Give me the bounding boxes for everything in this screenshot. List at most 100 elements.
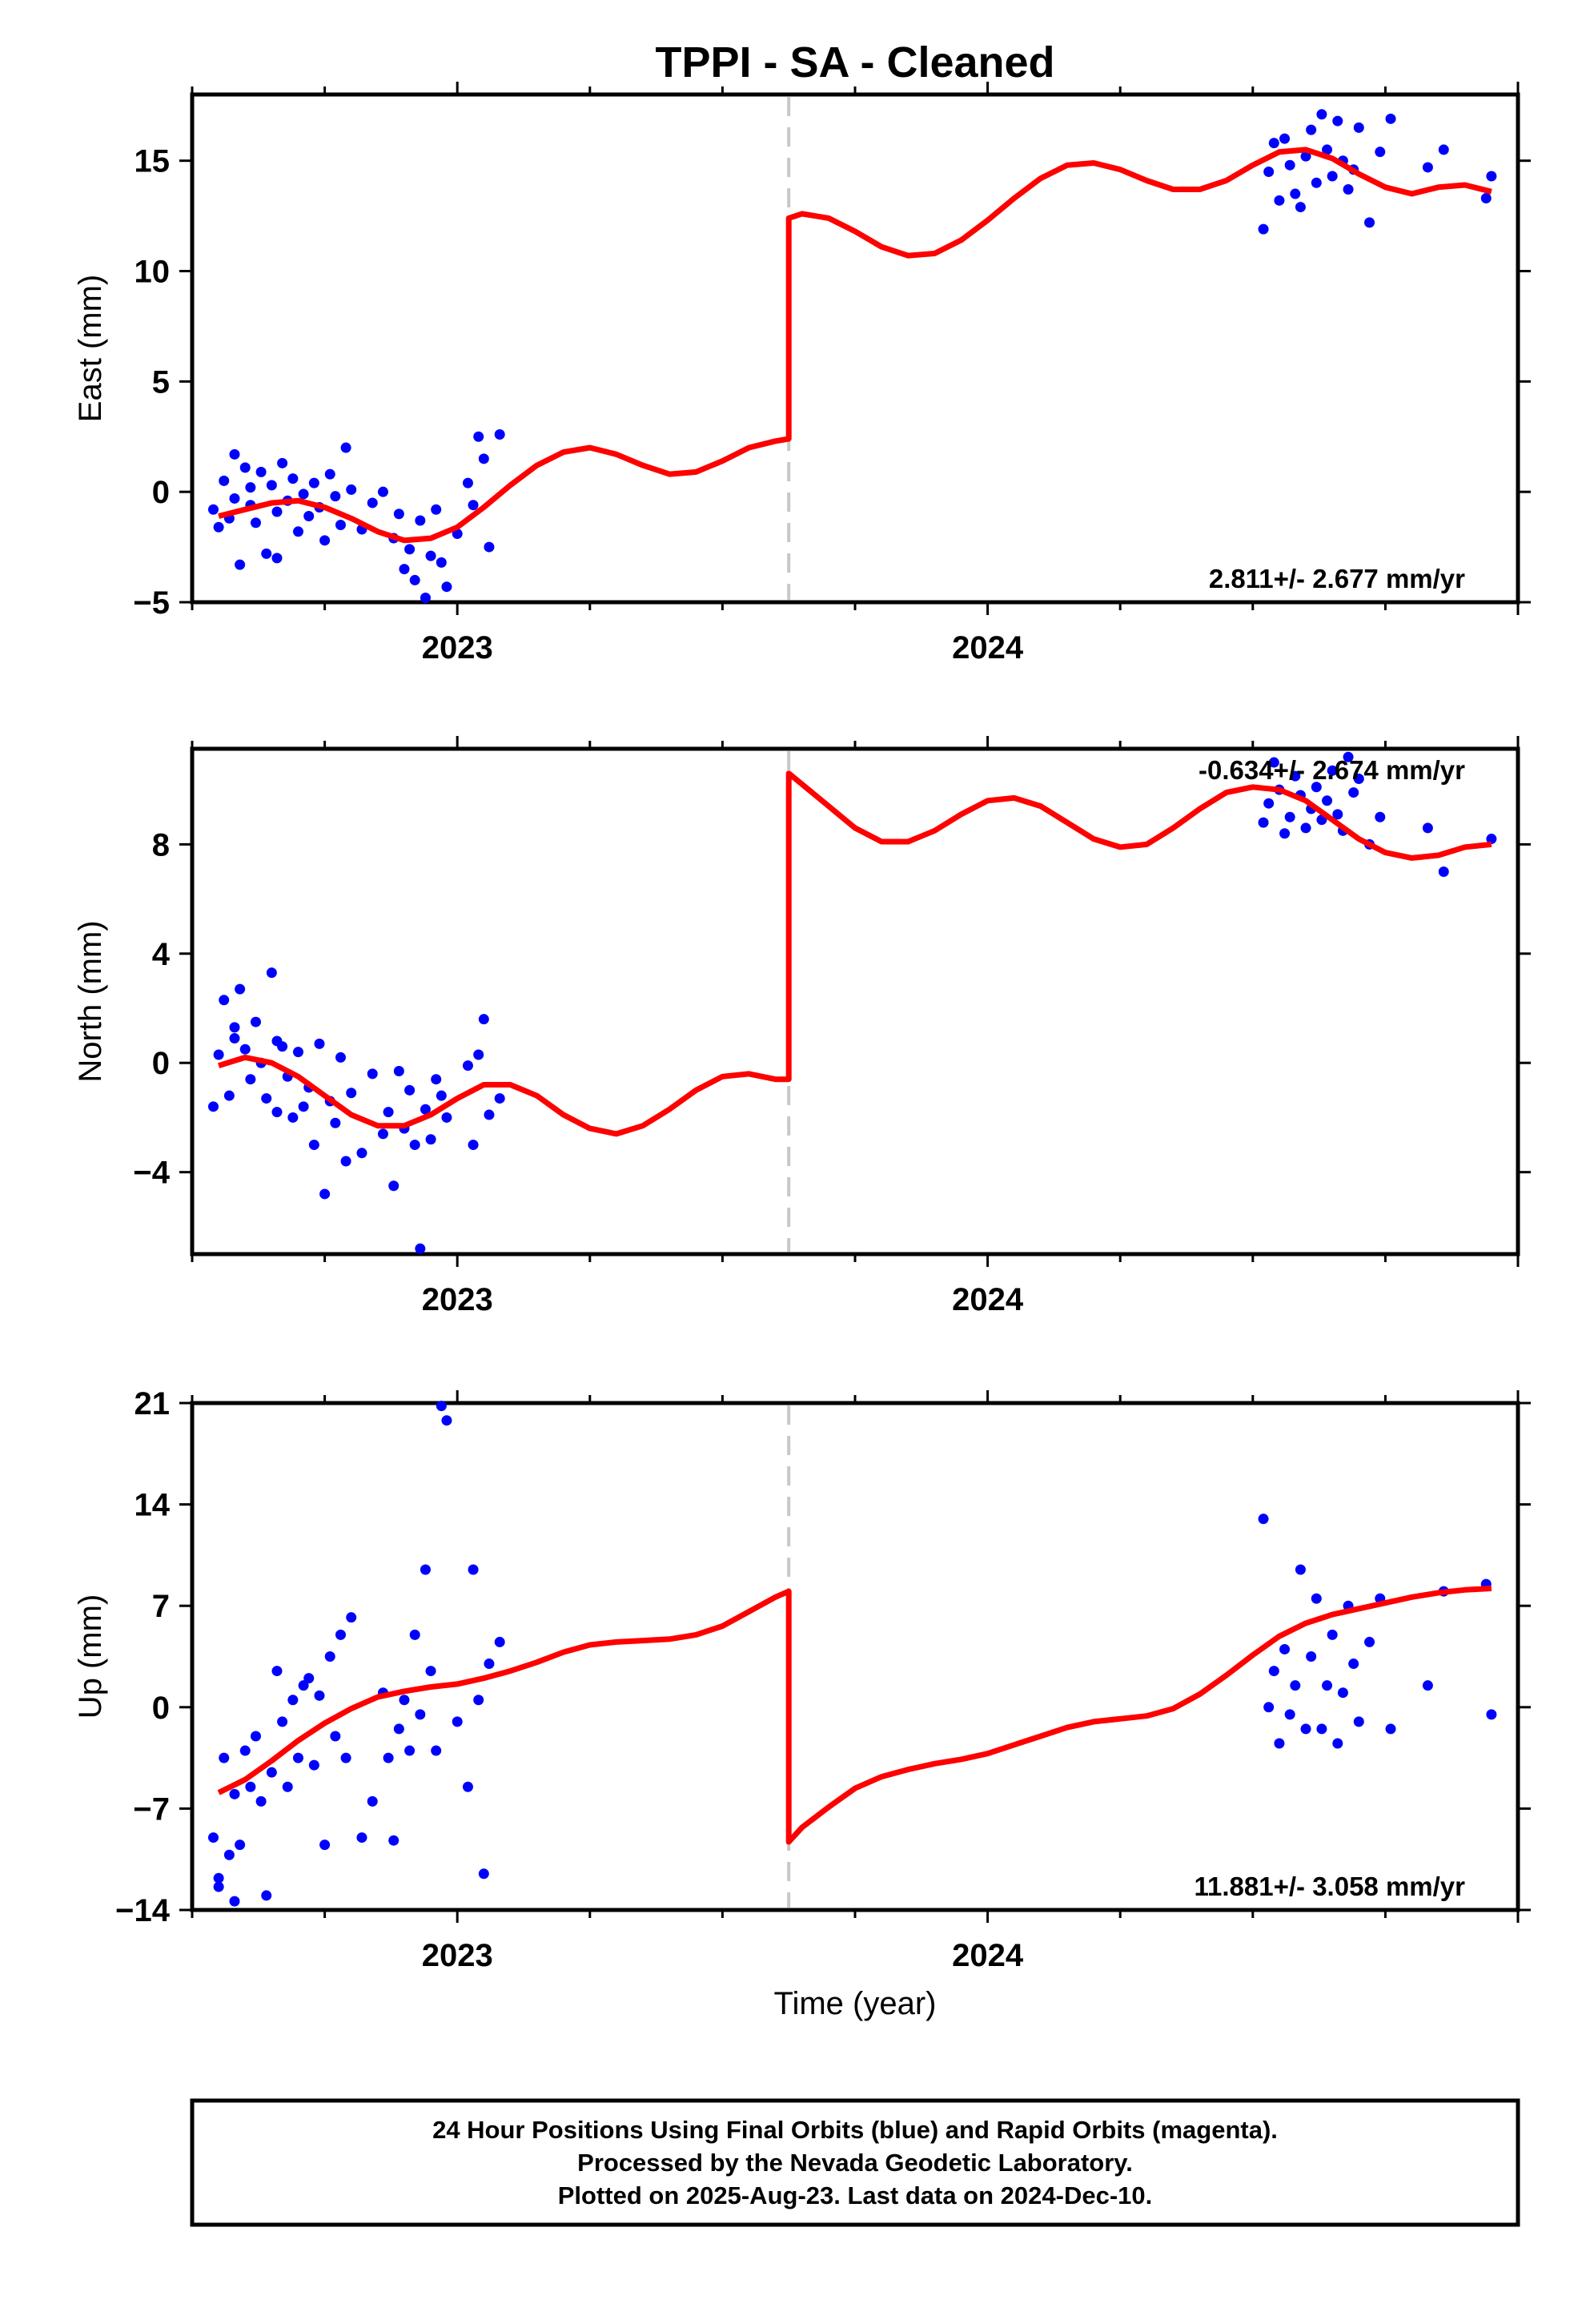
data-point <box>261 1890 272 1901</box>
data-point <box>1258 817 1269 828</box>
data-point <box>308 477 319 489</box>
x-tick-label: 2023 <box>422 630 493 665</box>
data-point <box>282 1781 293 1792</box>
data-point <box>431 1074 442 1085</box>
rate-label: 2.811+/- 2.677 mm/yr <box>1209 564 1465 593</box>
footer-line-2: Processed by the Nevada Geodetic Laborat… <box>577 2149 1133 2177</box>
data-point <box>1311 782 1322 793</box>
data-point <box>1306 1651 1317 1662</box>
data-point <box>425 1666 436 1677</box>
data-point <box>367 1795 378 1807</box>
data-point <box>1438 866 1449 877</box>
data-point <box>1258 223 1269 235</box>
y-tick-label: 8 <box>152 827 170 862</box>
x-tick-label: 2024 <box>952 1938 1024 1973</box>
data-point <box>1274 195 1285 206</box>
data-point <box>255 466 267 477</box>
data-point <box>266 967 277 979</box>
data-point <box>266 1767 277 1778</box>
data-point <box>468 1564 479 1575</box>
data-point <box>462 1060 473 1072</box>
y-tick-label: 15 <box>135 144 171 179</box>
data-point <box>1348 1659 1359 1670</box>
data-point <box>298 1680 309 1691</box>
data-point <box>271 506 283 517</box>
data-point <box>287 1112 299 1123</box>
data-point <box>303 1673 315 1684</box>
data-point <box>1422 822 1433 834</box>
data-point <box>1332 115 1343 127</box>
data-point <box>330 491 341 502</box>
y-axis-label: Up (mm) <box>73 1594 108 1719</box>
data-point <box>292 1752 303 1763</box>
data-point <box>250 517 261 529</box>
data-point <box>420 1104 431 1115</box>
data-point <box>383 1107 394 1118</box>
data-point <box>219 995 230 1006</box>
data-point <box>1486 171 1497 182</box>
data-point <box>409 574 420 585</box>
data-point <box>1311 1593 1322 1604</box>
data-point <box>1322 1680 1333 1691</box>
data-point <box>271 1107 283 1118</box>
data-point <box>494 1636 505 1647</box>
data-point <box>207 1832 219 1844</box>
data-point <box>213 1049 224 1060</box>
y-tick-label: 0 <box>152 1691 170 1726</box>
data-point <box>346 1612 357 1623</box>
data-point <box>1274 1738 1285 1749</box>
data-point <box>1332 809 1343 820</box>
data-point <box>1438 144 1449 155</box>
data-point <box>1279 133 1291 144</box>
data-point <box>219 1752 230 1763</box>
rate-label: -0.634+/- 2.674 mm/yr <box>1199 755 1465 785</box>
footer-line-3: Plotted on 2025-Aug-23. Last data on 202… <box>558 2181 1153 2209</box>
data-point <box>399 564 410 575</box>
data-point <box>431 504 442 515</box>
model-curve <box>218 770 1492 1137</box>
plot-frame <box>190 92 1520 605</box>
data-point <box>441 581 452 593</box>
data-point <box>324 1651 335 1662</box>
data-point <box>277 457 288 468</box>
y-tick-label: −14 <box>115 1893 171 1928</box>
data-point <box>298 489 309 500</box>
x-axis-label: Time (year) <box>774 1986 937 2021</box>
data-point <box>314 1690 325 1701</box>
data-point <box>1284 1709 1295 1720</box>
data-point <box>308 1140 319 1151</box>
data-point <box>1364 217 1375 228</box>
data-point <box>235 559 246 570</box>
data-point <box>468 500 479 511</box>
data-point <box>319 535 331 546</box>
data-point <box>1268 1666 1279 1677</box>
data-point <box>1258 1514 1269 1525</box>
x-tick-label: 2023 <box>422 1282 493 1317</box>
data-point <box>1375 811 1386 822</box>
data-point <box>377 486 388 497</box>
data-point <box>452 1716 463 1727</box>
data-point <box>277 1041 288 1052</box>
data-point <box>1284 159 1295 171</box>
data-point <box>1327 171 1338 182</box>
data-point <box>1295 1564 1306 1575</box>
data-point <box>1486 1709 1497 1720</box>
y-tick-label: 14 <box>135 1488 171 1523</box>
y-axis-label: East (mm) <box>73 275 108 422</box>
data-point <box>1353 774 1364 785</box>
data-point <box>235 983 246 995</box>
data-point <box>1279 828 1291 839</box>
data-point <box>1337 1687 1348 1699</box>
north-panel: 2023 2024 −4 0 4 8 North (mm) -0.634+/- 2.674 m… <box>73 736 1531 1317</box>
up-panel: 2023 2024 −14 −7 0 7 14 21 Up (mm) 11.881+/- 3.05… <box>73 1386 1531 1973</box>
data-point <box>1348 787 1359 798</box>
data-point <box>478 1868 489 1880</box>
data-point <box>1311 177 1322 188</box>
data-point <box>478 453 489 464</box>
x-tick-label: 2024 <box>952 630 1024 665</box>
data-point <box>330 1117 341 1128</box>
data-point <box>388 1180 400 1192</box>
data-point <box>441 1415 452 1426</box>
data-point <box>229 1022 240 1033</box>
east-panel: 2023 2024 −5 0 5 10 15 East (mm) 2.811+/- 2.677 … <box>73 82 1531 665</box>
